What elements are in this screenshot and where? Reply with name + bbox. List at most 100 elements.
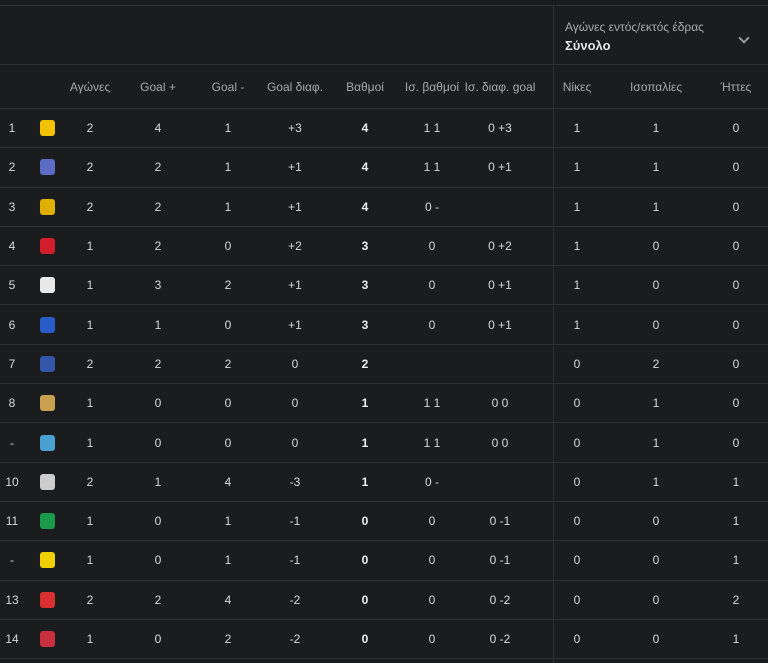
table-row[interactable]: 7 2 2 2 0 2 0 2 0 — [0, 345, 768, 385]
column-header[interactable]: Αγώνες — [69, 79, 111, 94]
cell: 2 — [154, 199, 162, 214]
cell: 4 — [361, 199, 369, 214]
team-logo-icon — [40, 631, 55, 647]
cell: 2 — [154, 160, 162, 175]
cell: 0 — [732, 278, 740, 293]
cell: 1 — [361, 396, 369, 411]
table-row[interactable]: 13 2 2 4 -2 0 0 0 -2 0 0 2 — [0, 581, 768, 620]
cell: 0 — [361, 592, 369, 607]
cell: 4 — [361, 160, 369, 175]
cell: 0 — [732, 121, 740, 136]
cell: 0 — [573, 396, 581, 411]
table-row[interactable]: 11 1 0 1 -1 0 0 0 -1 0 0 1 — [0, 502, 768, 542]
cell: 1 — [652, 121, 660, 136]
team-logo-icon — [40, 316, 55, 333]
cell: 0 — [573, 474, 581, 489]
team-logo-icon — [40, 159, 55, 176]
home-away-filter[interactable]: Αγώνες εντός/εκτός έδρας Σύνολο — [565, 20, 704, 53]
cell: 0 — [224, 435, 232, 450]
team-logo-icon — [40, 198, 55, 215]
rank: 3 — [8, 199, 16, 214]
rank: - — [10, 435, 14, 450]
cell: 0 — [652, 514, 660, 529]
cell: 1 1 — [423, 121, 441, 136]
cell: 2 — [732, 592, 740, 607]
column-header[interactable]: Goal + — [140, 79, 176, 94]
table-row[interactable]: 5 1 3 2 +1 3 0 0 +1 1 0 0 — [0, 266, 768, 306]
team-logo-icon — [40, 591, 55, 608]
cell: 0 — [732, 317, 740, 332]
cell: 3 — [361, 317, 369, 332]
column-header[interactable]: Goal διαφ. — [266, 79, 324, 94]
cell: 0 — [154, 396, 162, 411]
team-logo-icon — [40, 395, 55, 412]
cell: -2 — [289, 592, 301, 607]
cell: 1 — [573, 239, 581, 254]
cell: 2 — [154, 239, 162, 254]
table-row[interactable]: - 1 0 0 0 1 1 1 0 0 0 1 0 — [0, 423, 768, 463]
table-row[interactable]: 6 1 1 0 +1 3 0 0 +1 1 0 0 — [0, 305, 768, 345]
table-row[interactable]: 14 1 0 2 -2 0 0 0 -2 0 0 1 — [0, 620, 768, 660]
cell: 1 1 — [423, 396, 441, 411]
column-header[interactable]: Goal - — [211, 79, 245, 94]
table-row[interactable]: 10 2 1 4 -3 1 0 - 0 1 1 — [0, 463, 768, 502]
cell: 0 — [428, 553, 436, 568]
cell: +1 — [288, 317, 302, 332]
table-row[interactable]: -1 0 1 -1 0 0 0 -1 0 0 1 — [0, 541, 768, 581]
column-header[interactable]: Βαθμοί — [346, 79, 384, 94]
team-logo-icon — [40, 552, 55, 569]
cell: 0 — [732, 199, 740, 214]
rank: 14 — [5, 632, 19, 646]
table-row[interactable]: 8 1 0 0 0 1 1 1 0 0 0 1 0 — [0, 384, 768, 424]
cell: 1 — [652, 199, 660, 214]
column-header[interactable]: Ήττες — [720, 79, 752, 94]
rank: 1 — [8, 121, 16, 136]
cell: 0 +2 — [488, 239, 512, 254]
cell: +2 — [288, 239, 302, 254]
rank: - — [10, 553, 14, 568]
cell: 1 — [86, 278, 94, 293]
cell: 0 — [428, 239, 436, 254]
cell: 0 — [291, 396, 299, 411]
table-row[interactable]: 4 1 2 0 +2 3 0 0 +2 1 0 0 — [0, 227, 768, 267]
cell: 4 — [224, 592, 232, 607]
cell: 1 1 — [423, 435, 441, 450]
cell: 2 — [652, 356, 660, 371]
column-header[interactable]: Ισ. βαθμοί — [404, 79, 460, 94]
cell: 0 +1 — [488, 278, 512, 293]
cell: 0 — [573, 592, 581, 607]
cell: 0 — [428, 317, 436, 332]
cell: 0 — [154, 514, 162, 529]
table-row[interactable]: 3 2 2 1 +1 4 0 - 1 1 0 — [0, 188, 768, 227]
cell: 1 — [652, 474, 660, 489]
column-header[interactable]: Ισοπαλίες — [629, 79, 683, 94]
cell: 0 — [428, 592, 436, 607]
cell: 1 — [86, 396, 94, 411]
column-header[interactable]: Ισ. διαφ. goal — [464, 79, 536, 94]
column-divider — [553, 5, 554, 663]
team-logo-icon — [40, 513, 55, 530]
cell: 0 0 — [491, 435, 509, 450]
cell: 2 — [361, 356, 369, 371]
cell: 1 — [224, 160, 232, 175]
cell: +1 — [288, 199, 302, 214]
table-row[interactable]: 2 2 2 1 +1 4 1 1 0 +1 1 1 0 — [0, 148, 768, 188]
cell: 1 — [573, 160, 581, 175]
cell: 0 — [732, 356, 740, 371]
cell: 1 — [573, 199, 581, 214]
cell: 1 — [224, 514, 232, 529]
cell: 0 — [732, 160, 740, 175]
rank: 8 — [8, 396, 16, 411]
cell: 1 — [652, 396, 660, 411]
cell: 0 — [732, 239, 740, 254]
column-header[interactable]: Νίκες — [562, 79, 592, 94]
team-logo-icon — [40, 473, 55, 490]
cell: +3 — [288, 121, 302, 136]
chevron-down-icon[interactable] — [738, 32, 750, 44]
cell: 0 — [428, 632, 436, 646]
cell: -3 — [289, 474, 301, 489]
cell: 1 — [86, 317, 94, 332]
cell: 0 +1 — [488, 317, 512, 332]
cell: 1 1 — [423, 160, 441, 175]
table-row[interactable]: 1 2 4 1 +3 4 1 1 0 +3 1 1 0 — [0, 109, 768, 149]
